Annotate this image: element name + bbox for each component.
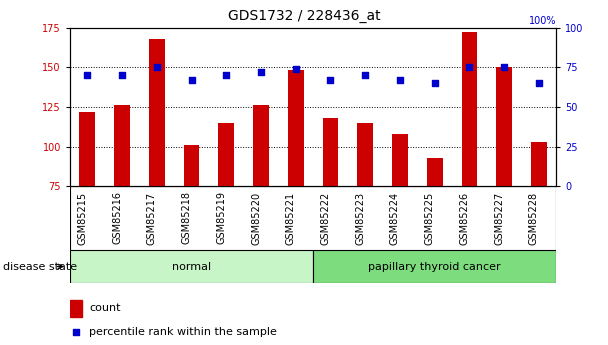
Point [430,80,440,86]
Text: GSM85226: GSM85226 [460,191,469,245]
Bar [392,134,408,186]
Text: GSM85223: GSM85223 [355,191,365,245]
Bar [149,39,165,186]
Text: GDS1732 / 228436_at: GDS1732 / 228436_at [227,9,381,23]
Bar [70,300,82,317]
Text: GSM85219: GSM85219 [216,191,226,244]
Text: GSM85224: GSM85224 [390,191,400,245]
Bar [184,145,199,186]
Text: disease state: disease state [3,262,77,272]
Text: 100%: 100% [529,16,556,26]
Point [534,80,544,86]
Text: GSM85217: GSM85217 [147,191,157,245]
Text: normal: normal [172,262,211,272]
Point [326,77,336,83]
Point [361,72,370,78]
Point [465,65,474,70]
Point [291,66,300,72]
Bar [461,32,477,186]
Bar [70,250,313,283]
Text: count: count [89,303,121,313]
Point [152,65,162,70]
Text: GSM85216: GSM85216 [112,191,122,244]
Bar [427,158,443,186]
Bar [253,105,269,186]
Bar [531,142,547,186]
Point [187,77,196,83]
Bar [80,112,95,186]
Text: GSM85227: GSM85227 [494,191,504,245]
Text: GSM85225: GSM85225 [425,191,435,245]
Text: GSM85221: GSM85221 [286,191,295,245]
Text: GSM85228: GSM85228 [529,191,539,245]
Point [256,69,266,75]
Point [395,77,405,83]
Text: GSM85215: GSM85215 [77,191,88,245]
Text: papillary thyroid cancer: papillary thyroid cancer [368,262,501,272]
Text: percentile rank within the sample: percentile rank within the sample [89,327,277,337]
Bar [70,186,556,250]
Point [361,227,371,232]
Bar [496,67,512,186]
Point [117,72,127,78]
Point [499,65,509,70]
Bar [218,123,234,186]
Bar [323,118,338,186]
Bar [358,123,373,186]
Point [83,72,92,78]
Bar [288,70,303,186]
Text: GSM85220: GSM85220 [251,191,261,245]
Bar [313,250,556,283]
Bar [114,105,130,186]
Point [221,72,231,78]
Text: GSM85218: GSM85218 [182,191,192,244]
Text: GSM85222: GSM85222 [320,191,331,245]
